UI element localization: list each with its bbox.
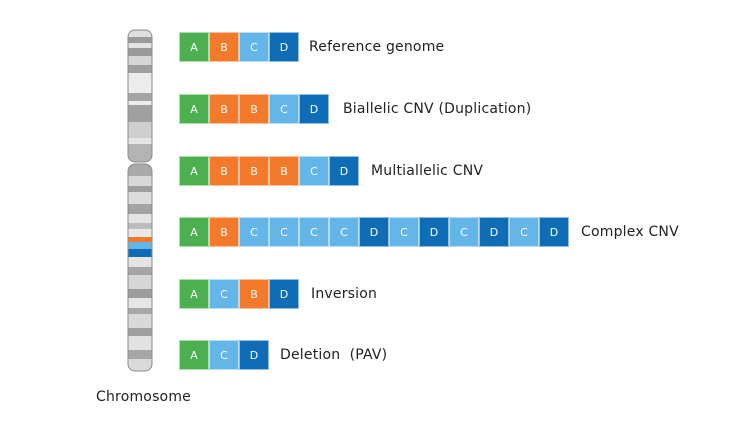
segment-c: C: [269, 217, 299, 247]
row-label: Reference genome: [309, 39, 445, 55]
segment-b: B: [209, 156, 239, 186]
segment-a: A: [179, 279, 209, 309]
segment-c: C: [299, 156, 329, 186]
segment-d: D: [239, 340, 269, 370]
segment-c: C: [209, 340, 239, 370]
row-label: Inversion: [311, 286, 378, 302]
row-label: Biallelic CNV (Duplication): [343, 101, 532, 117]
segment-b: B: [269, 156, 299, 186]
segment-d: D: [269, 279, 299, 309]
segment-c: C: [329, 217, 359, 247]
segment-c: C: [239, 32, 269, 62]
segment-d: D: [299, 94, 329, 124]
segment-b: B: [209, 217, 239, 247]
segment-a: A: [179, 94, 209, 124]
segment-c: C: [449, 217, 479, 247]
segment-a: A: [179, 217, 209, 247]
segment-c: C: [509, 217, 539, 247]
segment-c: C: [269, 94, 299, 124]
segment-a: A: [179, 156, 209, 186]
segment-b: B: [209, 32, 239, 62]
segment-b: B: [239, 94, 269, 124]
segment-d: D: [359, 217, 389, 247]
segment-c: C: [389, 217, 419, 247]
chromosome-label: Chromosome: [96, 389, 191, 405]
row-label: Multiallelic CNV: [371, 163, 484, 179]
segment-b: B: [239, 156, 269, 186]
segment-a: A: [179, 32, 209, 62]
segment-c: C: [299, 217, 329, 247]
row-label: Deletion (PAV): [280, 347, 388, 363]
row-label: Complex CNV: [581, 224, 679, 240]
segment-c: C: [239, 217, 269, 247]
segment-a: A: [179, 340, 209, 370]
segment-b: B: [239, 279, 269, 309]
segment-b: B: [209, 94, 239, 124]
segment-d: D: [479, 217, 509, 247]
segment-d: D: [329, 156, 359, 186]
segment-d: D: [539, 217, 569, 247]
segment-c: C: [209, 279, 239, 309]
segment-d: D: [269, 32, 299, 62]
segment-d: D: [419, 217, 449, 247]
